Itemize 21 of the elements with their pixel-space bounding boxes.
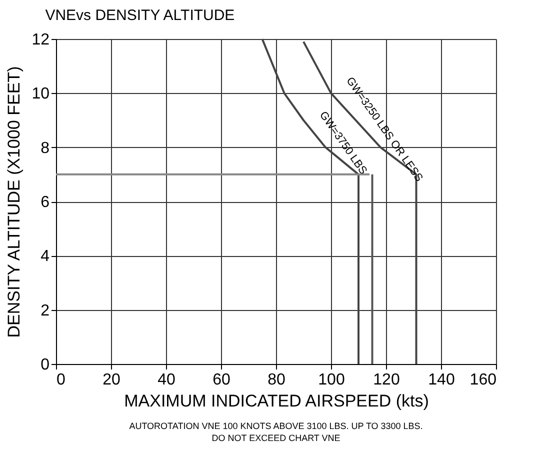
- y-tick-label: 0: [40, 356, 50, 374]
- chart-title: VNEvs DENSITY ALTITUDE: [45, 7, 235, 24]
- x-axis-title: MAXIMUM INDICATED AIRSPEED (kts): [124, 392, 429, 410]
- x-tick-label: 140: [428, 372, 455, 388]
- x-tick-label: 40: [158, 372, 176, 388]
- y-tick-label: 2: [40, 302, 50, 320]
- x-tick-label: 100: [318, 372, 345, 388]
- x-tick-label: 80: [268, 372, 286, 388]
- x-tick-label: 160: [470, 372, 497, 388]
- y-tick-label: 8: [40, 140, 50, 157]
- text: DO NOT EXCEED CHART VNE: [212, 433, 340, 443]
- y-tick-label: 6: [40, 194, 50, 211]
- text: AUTOROTATION VNE 100 KNOTS ABOVE 3100 LBS. UP TO 3300 LBS.: [129, 421, 423, 431]
- y-tick-label: 12: [32, 32, 50, 48]
- x-tick-label: 120: [373, 372, 400, 388]
- x-tick-label: 0: [56, 372, 66, 388]
- y-axis-title: DENSITY ALTITUDE (X1000 FEET): [4, 66, 24, 338]
- y-tick-label: 4: [40, 248, 50, 266]
- x-tick-label: 60: [212, 372, 230, 388]
- y-tick-label: 10: [32, 86, 50, 103]
- x-tick-label: 20: [102, 372, 120, 388]
